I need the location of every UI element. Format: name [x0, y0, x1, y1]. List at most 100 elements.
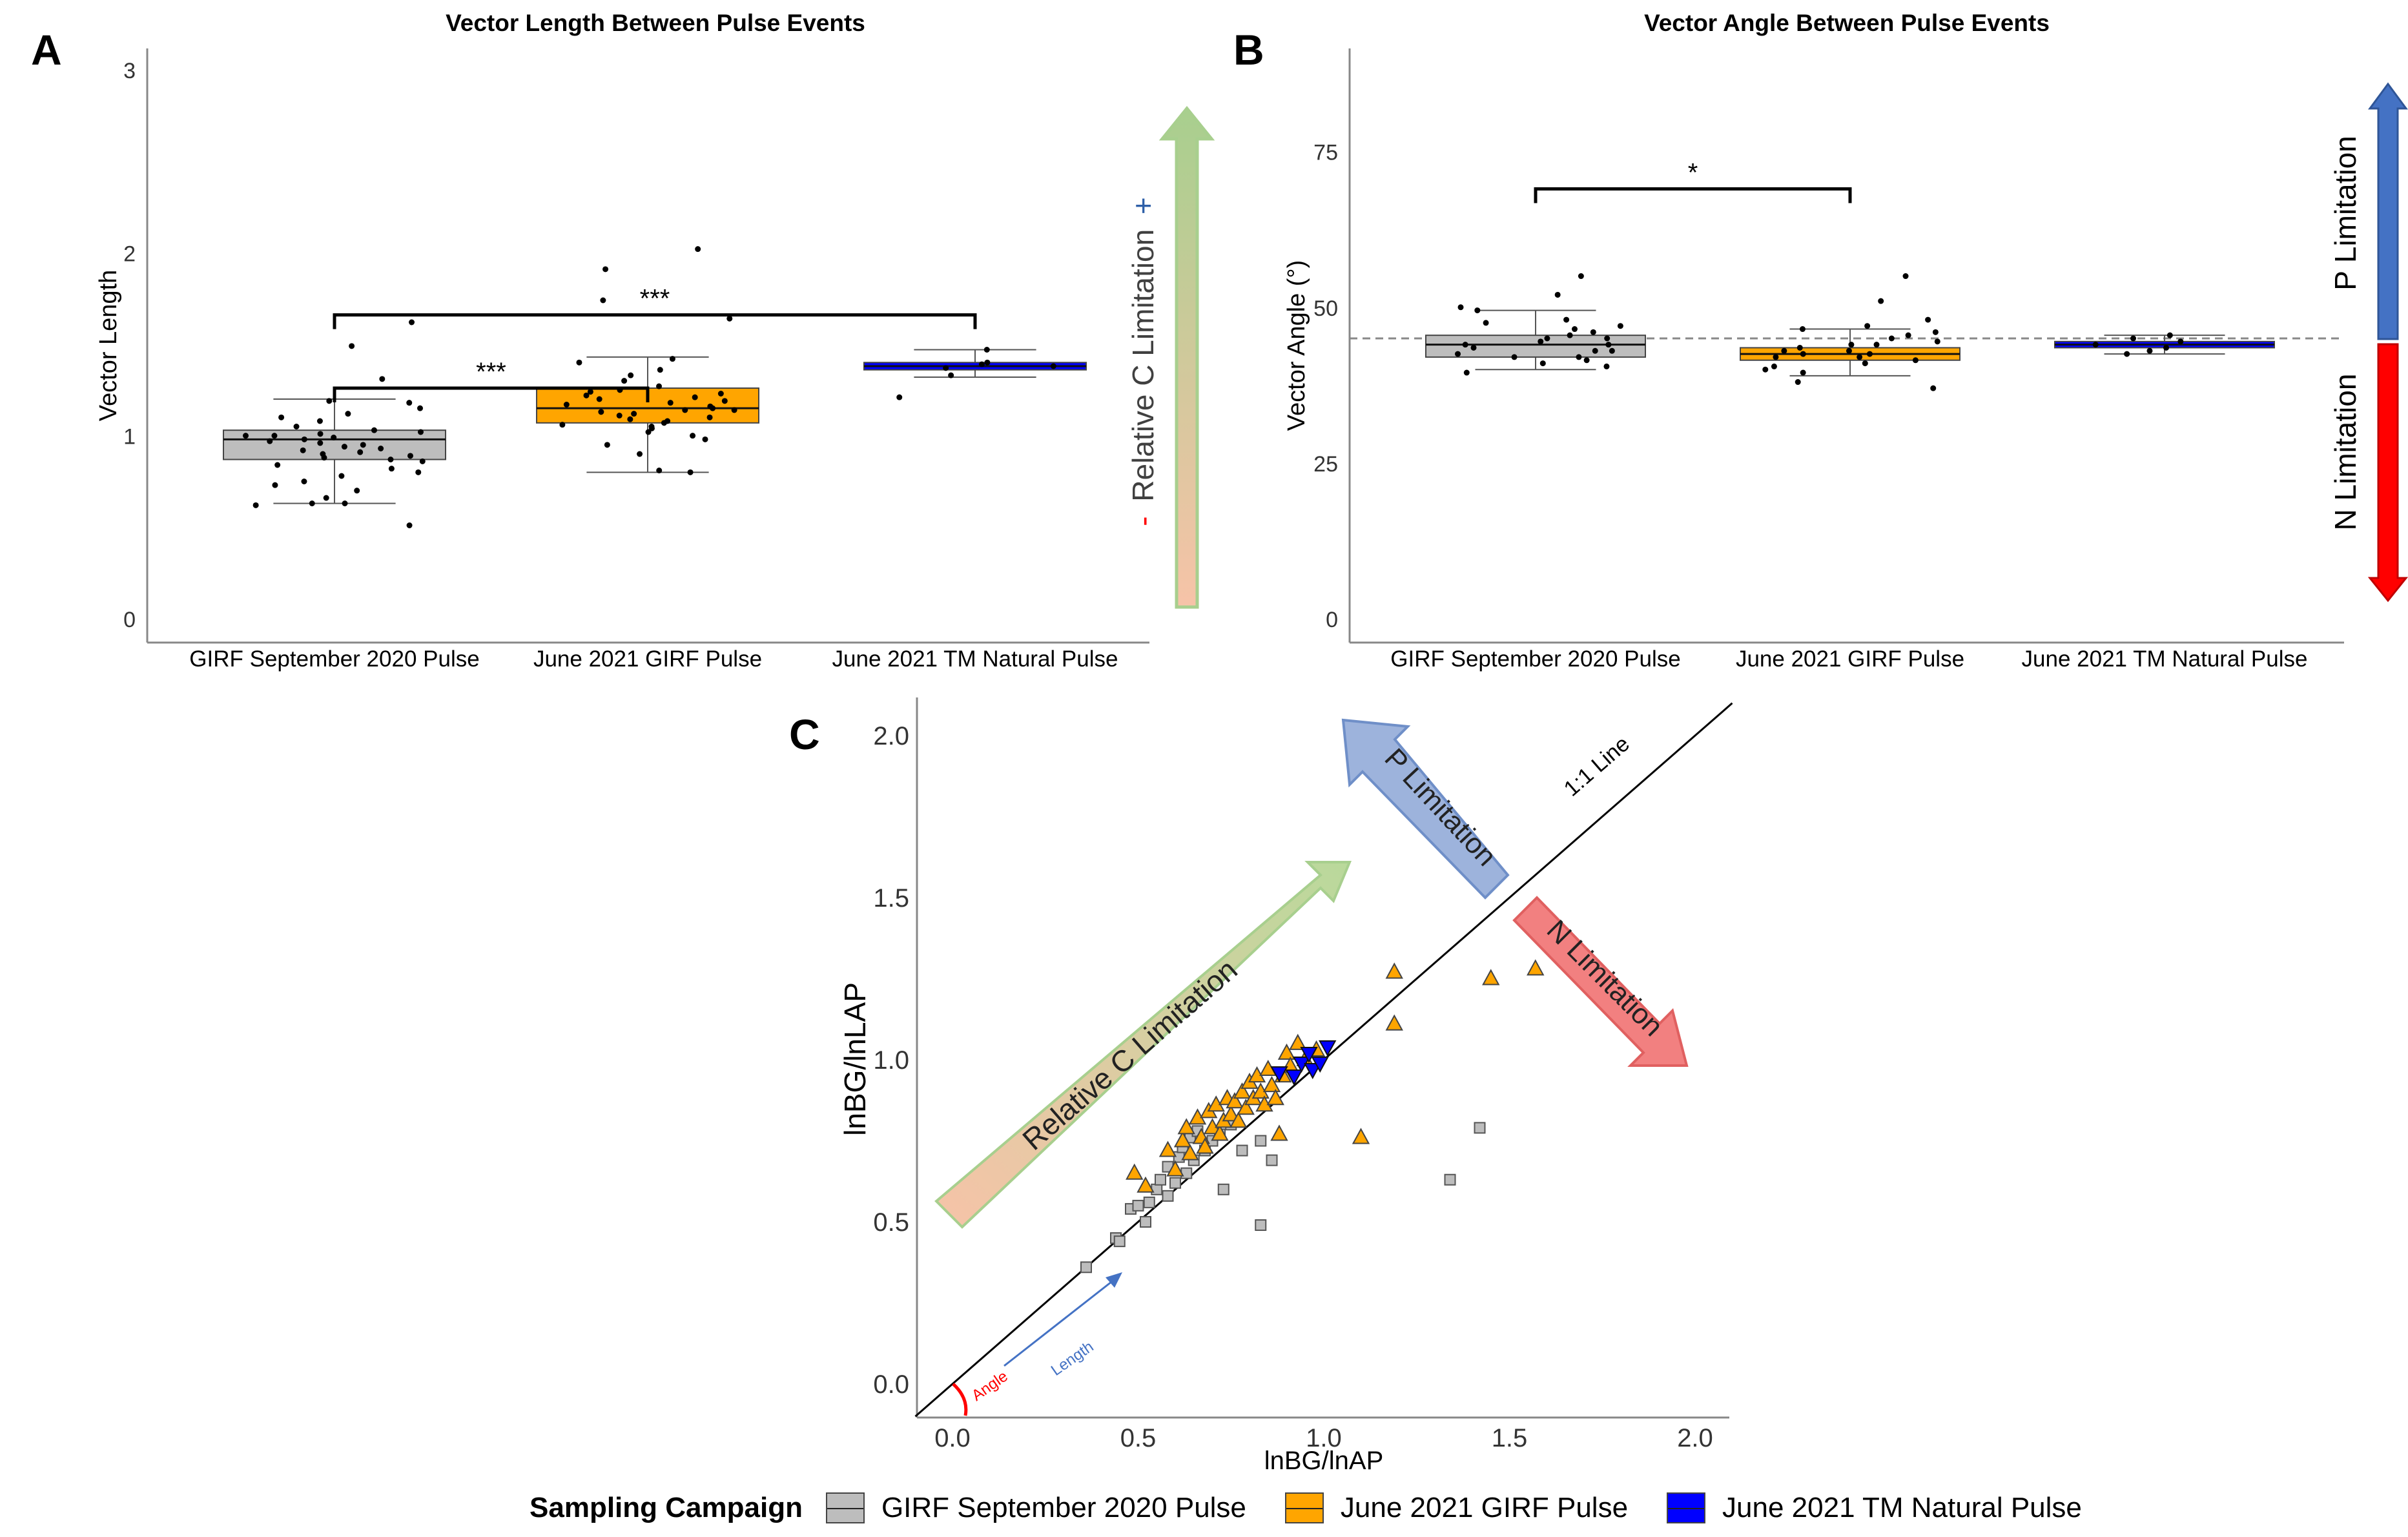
- data-point: [604, 442, 610, 448]
- panel-b-y-ticks: 0 25 50 75: [1313, 141, 1338, 632]
- data-point: [1474, 307, 1481, 314]
- data-point: [682, 407, 688, 413]
- panel-c-y-label: lnBG/lnLAP: [838, 982, 872, 1136]
- data-point: [1800, 369, 1806, 376]
- point-triangle-up: [1527, 959, 1545, 976]
- legend-key-orange: [1284, 1492, 1324, 1523]
- data-point: [978, 361, 985, 367]
- x-tick-label: 0.0: [934, 1424, 971, 1452]
- significance-bracket: [1534, 187, 1852, 203]
- data-point: [317, 440, 324, 446]
- point-square: [1162, 1190, 1174, 1202]
- data-point: [1888, 335, 1895, 342]
- data-point: [1846, 347, 1852, 354]
- data-point: [267, 438, 273, 444]
- data-point: [695, 246, 701, 253]
- data-point: [242, 433, 249, 439]
- y-tick-label: 75: [1313, 141, 1338, 165]
- data-point: [331, 435, 337, 440]
- legend-label-gray: GIRF September 2020 Pulse: [881, 1492, 1246, 1523]
- data-point: [1590, 329, 1596, 335]
- legend: Sampling Campaign GIRF September 2020 Pu…: [530, 1479, 2121, 1537]
- x-tick-label: June 2021 TM Natural Pulse: [2022, 646, 2308, 672]
- data-point: [1864, 323, 1871, 329]
- panel-a-label: A: [31, 26, 62, 74]
- data-point: [664, 418, 671, 424]
- point-triangle-up: [1173, 1131, 1192, 1148]
- data-point: [1554, 291, 1561, 298]
- point-triangle-up: [1196, 1137, 1214, 1154]
- data-point: [1583, 357, 1590, 364]
- data-point: [1762, 366, 1769, 373]
- data-point: [1932, 329, 1939, 335]
- point-triangle-up: [1262, 1076, 1281, 1093]
- y-tick-label: 0.5: [873, 1208, 909, 1237]
- data-point: [616, 413, 623, 418]
- data-point: [1605, 342, 1612, 348]
- data-point: [1799, 326, 1806, 333]
- x-tick-label: June 2021 GIRF Pulse: [1736, 646, 1964, 672]
- data-point: [2177, 338, 2184, 345]
- x-tick-label: GIRF September 2020 Pulse: [1390, 646, 1680, 672]
- panel-a: A Vector Length Between Pulse Events 0 1 2…: [31, 10, 1215, 672]
- data-point: [598, 409, 604, 415]
- panel-a-x-ticks: GIRF September 2020 Pulse June 2021 GIRF …: [189, 646, 1118, 672]
- point-triangle-down: [1319, 1040, 1337, 1057]
- point-triangle-up: [1181, 1144, 1199, 1160]
- y-tick-label: 1: [123, 425, 136, 449]
- data-point: [706, 414, 713, 420]
- data-point: [1539, 360, 1546, 367]
- point-triangle-up: [1230, 1111, 1248, 1128]
- point-triangle-up: [1177, 1118, 1195, 1135]
- y-tick-label: 0: [123, 608, 136, 632]
- data-point: [1771, 363, 1777, 369]
- data-point: [1905, 332, 1911, 338]
- data-point: [349, 343, 355, 349]
- panel-b-y-label: Vector Angle (°): [1283, 260, 1310, 431]
- data-point: [1925, 316, 1931, 323]
- data-point: [1457, 304, 1464, 311]
- n-limitation-diagonal-arrow: [1512, 896, 1689, 1067]
- data-point: [1483, 320, 1489, 326]
- point-triangle-up: [1289, 1033, 1307, 1050]
- point-triangle-up: [1226, 1092, 1244, 1109]
- point-square: [1169, 1177, 1181, 1189]
- data-point: [1781, 347, 1787, 354]
- data-point: [371, 427, 377, 433]
- data-point: [407, 453, 413, 459]
- y-tick-label: 2.0: [873, 722, 909, 750]
- legend-item-orange: June 2021 GIRF Pulse: [1284, 1492, 1628, 1524]
- data-point: [1773, 354, 1779, 360]
- svg-text:- Relative C Limitatio: - Relative C Limitation +: [1126, 197, 1160, 526]
- point-triangle-down: [1311, 1057, 1329, 1073]
- data-point: [621, 378, 628, 384]
- point-triangle-down: [1270, 1066, 1288, 1083]
- y-tick-label: 1.0: [873, 1046, 909, 1075]
- y-tick-label: 25: [1313, 452, 1338, 477]
- data-point: [1878, 298, 1884, 304]
- point-triangle-up: [1352, 1128, 1370, 1144]
- point-square: [1143, 1196, 1155, 1208]
- data-point: [656, 383, 663, 389]
- point-square: [1180, 1167, 1193, 1179]
- y-tick-label: 1.5: [873, 884, 909, 913]
- data-point: [648, 424, 655, 429]
- data-point: [2146, 347, 2153, 354]
- data-point: [669, 356, 675, 362]
- c-limitation-arrow: [1158, 106, 1215, 609]
- data-point: [1603, 363, 1610, 369]
- panel-c-label: C: [789, 710, 820, 758]
- data-point: [645, 429, 652, 435]
- legend-key-gray: [825, 1492, 865, 1523]
- point-triangle-down: [1285, 1069, 1303, 1086]
- x-tick-label: June 2021 GIRF Pulse: [533, 646, 762, 672]
- data-point: [1578, 273, 1584, 280]
- point-triangle-up: [1126, 1163, 1144, 1180]
- data-point: [2092, 342, 2099, 348]
- panel-b-significance: *: [1534, 159, 1852, 203]
- data-point: [320, 451, 326, 457]
- data-point: [354, 488, 360, 494]
- data-point: [357, 449, 364, 455]
- x-tick-label: 0.5: [1120, 1424, 1157, 1452]
- data-point: [707, 403, 714, 409]
